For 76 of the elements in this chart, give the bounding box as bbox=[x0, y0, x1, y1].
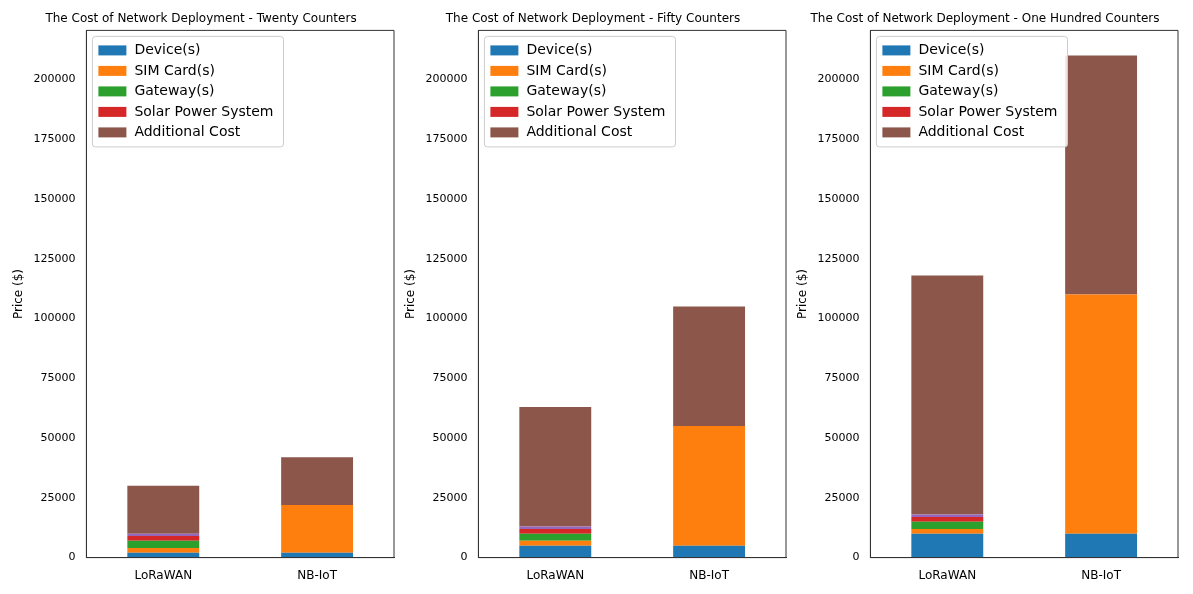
legend-label: Device(s) bbox=[918, 41, 985, 58]
y-tick-label: 200000 bbox=[817, 72, 860, 86]
y-tick-label: 50000 bbox=[824, 430, 860, 444]
chart-title: The Cost of Network Deployment - Twenty Counters bbox=[44, 11, 357, 26]
x-tick-label: NB-IoT bbox=[297, 567, 338, 582]
bar bbox=[519, 406, 592, 527]
chart-title: The Cost of Network Deployment - One Hundred Counters bbox=[809, 11, 1160, 26]
y-tick-label: 0 bbox=[68, 550, 76, 564]
bar bbox=[519, 545, 592, 558]
y-tick-label: 200000 bbox=[425, 72, 468, 86]
legend-label: SIM Card(s) bbox=[134, 61, 215, 78]
legend-label: Solar Power System bbox=[526, 102, 666, 119]
bar bbox=[127, 540, 200, 549]
legend-label: Additional Cost bbox=[134, 123, 241, 140]
y-tick-label: 25000 bbox=[40, 490, 76, 504]
x-tick-label: LoRaWAN bbox=[918, 567, 977, 582]
legend-label: SIM Card(s) bbox=[918, 61, 999, 78]
bar bbox=[127, 536, 200, 541]
y-tick-label: 25000 bbox=[432, 490, 468, 504]
y-tick-label: 75000 bbox=[432, 371, 468, 385]
legend-label: Additional Cost bbox=[918, 123, 1025, 140]
x-tick-label: LoRaWAN bbox=[134, 567, 193, 582]
y-tick-label: 50000 bbox=[40, 430, 76, 444]
legend-label: Solar Power System bbox=[918, 102, 1058, 119]
legend-label: Device(s) bbox=[526, 41, 593, 58]
y-axis-title: Price ($) bbox=[11, 268, 26, 320]
y-tick-label: 25000 bbox=[824, 490, 860, 504]
y-axis-title: Price ($) bbox=[795, 268, 810, 320]
legend-label: Device(s) bbox=[134, 41, 201, 58]
bar bbox=[1065, 533, 1138, 558]
y-tick-label: 100000 bbox=[33, 311, 76, 325]
chart-title: The Cost of Network Deployment - Fifty Counters bbox=[444, 11, 741, 26]
y-tick-label: 175000 bbox=[425, 132, 468, 146]
legend-label: Gateway(s) bbox=[134, 82, 215, 99]
y-tick-label: 0 bbox=[852, 550, 860, 564]
bar bbox=[1065, 294, 1138, 534]
y-tick-label: 100000 bbox=[425, 311, 468, 325]
y-tick-label: 175000 bbox=[33, 132, 76, 146]
y-tick-label: 200000 bbox=[33, 72, 76, 86]
legend-label: Solar Power System bbox=[134, 102, 274, 119]
y-tick-label: 150000 bbox=[817, 191, 860, 205]
y-tick-label: 50000 bbox=[432, 430, 468, 444]
bar bbox=[519, 540, 592, 546]
bar bbox=[911, 533, 984, 558]
y-tick-label: 175000 bbox=[817, 132, 860, 146]
y-tick-label: 125000 bbox=[817, 251, 860, 265]
bar bbox=[519, 533, 592, 541]
bar bbox=[519, 528, 592, 534]
y-tick-label: 150000 bbox=[425, 191, 468, 205]
y-tick-label: 125000 bbox=[33, 251, 76, 265]
bar bbox=[673, 545, 746, 558]
y-tick-label: 100000 bbox=[817, 311, 860, 325]
bar bbox=[673, 306, 746, 427]
bar bbox=[281, 457, 354, 505]
bar bbox=[281, 505, 354, 553]
bar bbox=[127, 548, 200, 553]
x-tick-label: NB-IoT bbox=[689, 567, 730, 582]
bar bbox=[911, 528, 984, 534]
y-axis-title: Price ($) bbox=[403, 268, 418, 320]
bar bbox=[127, 485, 200, 534]
x-tick-label: NB-IoT bbox=[1081, 567, 1122, 582]
legend-label: Gateway(s) bbox=[526, 82, 607, 99]
bar bbox=[911, 275, 984, 515]
y-tick-label: 0 bbox=[460, 550, 468, 564]
y-tick-label: 75000 bbox=[824, 371, 860, 385]
bar bbox=[911, 516, 984, 522]
y-tick-label: 75000 bbox=[40, 371, 76, 385]
legend-label: Gateway(s) bbox=[918, 82, 999, 99]
y-tick-label: 150000 bbox=[33, 191, 76, 205]
bar bbox=[673, 426, 746, 546]
legend-label: Additional Cost bbox=[526, 123, 633, 140]
legend-label: SIM Card(s) bbox=[526, 61, 607, 78]
x-tick-label: LoRaWAN bbox=[526, 567, 585, 582]
y-tick-label: 125000 bbox=[425, 251, 468, 265]
bar bbox=[1065, 55, 1138, 295]
bar bbox=[911, 521, 984, 529]
